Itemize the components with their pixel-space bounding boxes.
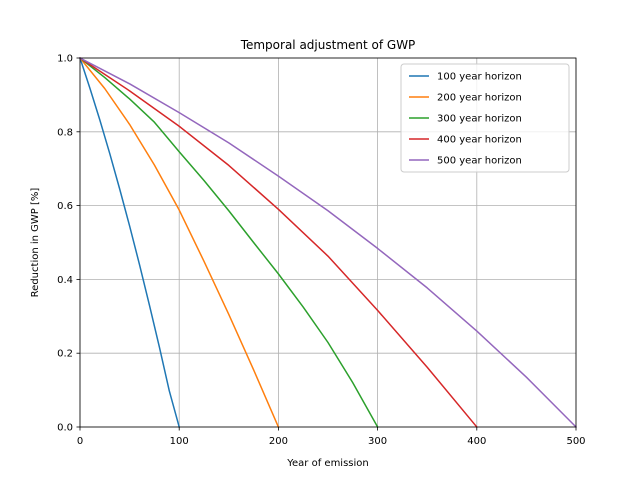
x-tick-label: 400: [467, 436, 486, 447]
x-tick-label: 100: [170, 436, 189, 447]
y-tick-label: 0.8: [57, 127, 73, 138]
legend-label-4: 400 year horizon: [437, 135, 522, 146]
series-line-4: [78, 56, 478, 429]
y-tick-label: 1.0: [57, 54, 73, 65]
series-line-5: [78, 56, 578, 429]
legend-label-1: 100 year horizon: [437, 72, 522, 83]
y-axis-title: Reduction in GWP [%]: [30, 188, 41, 298]
axis-ticks: 0 100 200 300 400 500 0.0 0.2 0.4 0.6 0.8 1.0: [57, 54, 585, 448]
y-tick-label: 0.4: [57, 275, 73, 286]
x-tick-label: 500: [566, 436, 585, 447]
chart-title: Temporal adjustment of GWP: [240, 38, 416, 52]
y-tick-label: 0.6: [57, 201, 73, 212]
legend: 100 year horizon 200 year horizon 300 year…: [400, 63, 570, 173]
legend-label-3: 300 year horizon: [437, 114, 522, 125]
series-line-1: [79, 57, 181, 428]
series-line-2: [78, 56, 280, 428]
plot-frame: [79, 57, 577, 428]
y-tick-label: 0.0: [57, 423, 73, 434]
x-tick-label: 0: [77, 436, 83, 447]
y-tick-label: 0.2: [57, 349, 73, 360]
legend-box: [400, 63, 570, 173]
x-tick-label: 300: [368, 436, 387, 447]
x-tick-label: 200: [269, 436, 288, 447]
series-lines: [78, 56, 578, 429]
legend-label-2: 200 year horizon: [437, 93, 522, 104]
x-axis-title: Year of emission: [286, 458, 369, 469]
series-line-3: [78, 56, 379, 429]
legend-label-5: 500 year horizon: [437, 156, 522, 167]
